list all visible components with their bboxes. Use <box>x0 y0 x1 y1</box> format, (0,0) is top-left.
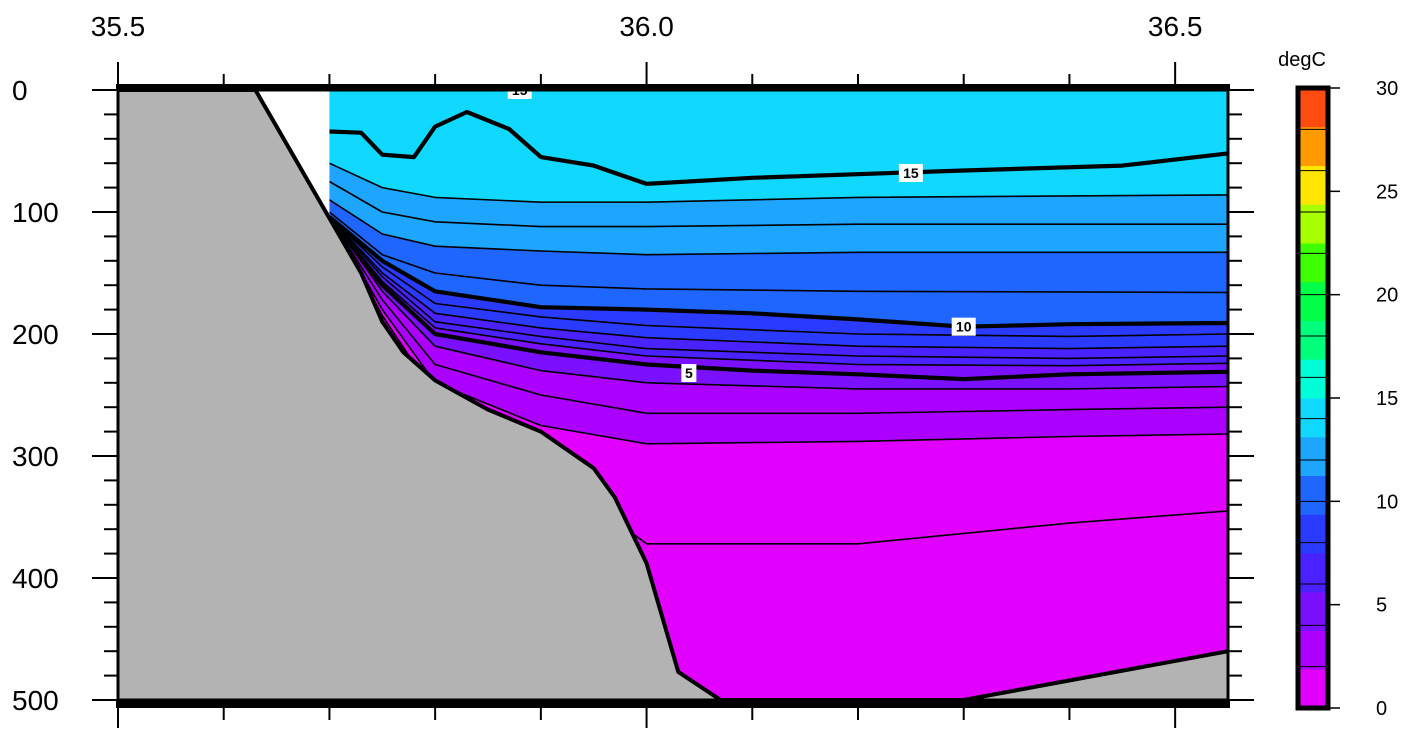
x-tick-label: 36.0 <box>619 11 674 42</box>
minor-isotherm <box>328 216 1228 445</box>
y-axis: 0 100 200 300 400 500 <box>12 75 1254 716</box>
minor-isotherm <box>328 216 1228 360</box>
contour-label: 10 <box>956 319 972 335</box>
land-mask <box>118 90 1228 700</box>
colorbar-swatch <box>1298 553 1328 593</box>
colorbar-swatch <box>1298 630 1328 670</box>
major-isotherm <box>328 215 1228 329</box>
contour-label-box <box>898 163 923 182</box>
minor-isotherm <box>328 216 1228 415</box>
minor-isotherm <box>328 199 1228 256</box>
colorbar-swatch <box>1298 436 1328 476</box>
colorbar-tick-label: 5 <box>1376 595 1387 617</box>
x-tick-label: 35.5 <box>91 11 146 42</box>
colorbar-tick-label: 20 <box>1376 285 1398 307</box>
colorbar-swatch <box>1298 243 1328 283</box>
contour-label-box <box>681 364 697 383</box>
colorbar-swatch <box>1298 281 1328 321</box>
minor-isotherm <box>328 216 1228 367</box>
plot-area: 15 15 10 5 <box>118 82 1228 700</box>
colorbar-swatch <box>1298 88 1328 128</box>
contour-label-box <box>507 90 532 99</box>
y-tick-label: 400 <box>12 563 59 594</box>
colorbar-swatch <box>1298 475 1328 515</box>
colorbar-tick-label: 30 <box>1376 78 1398 100</box>
colorbar-swatch <box>1298 591 1328 631</box>
colorbar-swatch <box>1298 359 1328 399</box>
contour-label-box <box>951 317 976 336</box>
minor-isotherm <box>328 216 1228 390</box>
colorbar-tick-label: 10 <box>1376 491 1398 513</box>
contour-label: 5 <box>685 365 693 381</box>
colorbar: 0 5 10 15 20 25 30 degC <box>1278 49 1398 720</box>
plot-frame <box>116 84 1230 708</box>
minor-isotherm <box>328 211 1228 294</box>
colorbar-swatch <box>1298 165 1328 205</box>
y-tick-label: 200 <box>12 319 59 350</box>
colorbar-tick-label: 0 <box>1376 698 1387 720</box>
y-tick-label: 100 <box>12 197 59 228</box>
colorbar-swatch <box>1298 669 1328 709</box>
colorbar-swatch <box>1298 126 1328 166</box>
minor-isotherm <box>328 216 1228 350</box>
colorbar-tick-label: 25 <box>1376 181 1398 203</box>
colorbar-swatch <box>1298 320 1328 360</box>
colorbar-swatch <box>1298 398 1328 438</box>
x-tick-label: 36.5 <box>1148 11 1203 42</box>
major-isotherm <box>327 215 1228 382</box>
major-isotherm <box>329 109 1228 186</box>
seafloor-line <box>118 90 1228 700</box>
colorbar-unit: degC <box>1278 49 1326 71</box>
minor-isotherm <box>329 162 1228 203</box>
contour-label: 15 <box>512 82 528 98</box>
y-tick-label: 300 <box>12 441 59 472</box>
y-tick-label: 0 <box>12 75 28 106</box>
minor-isotherm <box>329 180 1228 228</box>
y-tick-label: 500 <box>12 685 59 716</box>
colorbar-swatch <box>1298 204 1328 244</box>
colorbar-tick-label: 15 <box>1376 388 1398 410</box>
contour-label: 15 <box>903 165 919 181</box>
colorbar-swatch <box>1298 514 1328 554</box>
temperature-field: 15 15 10 5 <box>118 82 1228 700</box>
minor-isotherm <box>328 216 1228 338</box>
x-axis: 35.5 36.0 36.5 <box>91 11 1203 728</box>
